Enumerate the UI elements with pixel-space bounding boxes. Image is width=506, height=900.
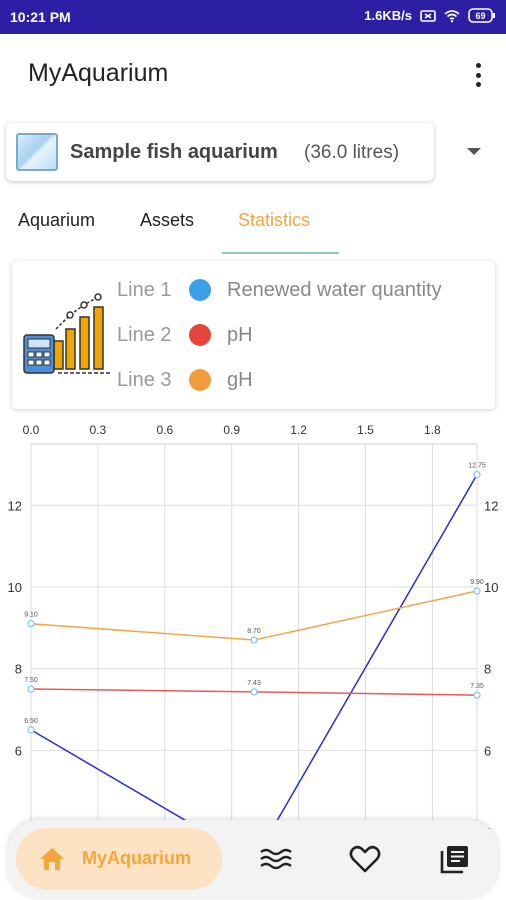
app-title: MyAquarium [28, 59, 169, 87]
legend-dot-icon [189, 324, 211, 346]
x-tick-label: 0.3 [90, 423, 107, 437]
menu-dot [475, 63, 481, 68]
statistics-chart-icon [23, 293, 110, 374]
data-label: 7.50 [24, 677, 38, 684]
aquarium-thumbnail-icon [16, 133, 58, 171]
home-icon [40, 848, 64, 870]
heart-icon[interactable] [348, 842, 382, 876]
data-point [27, 726, 35, 734]
legend-series-label: gH [227, 369, 253, 391]
data-point [473, 691, 481, 699]
legend-line-label: Line 2 [117, 324, 172, 346]
statistics-chart[interactable]: 0.00.30.60.91.21.51.8446688101012126.501… [0, 412, 506, 832]
nav-label-myaquarium: MyAquarium [82, 848, 192, 868]
legend-card: Line 1 Renewed water quantity Line 2 pH … [12, 261, 495, 409]
data-point [473, 587, 481, 595]
data-label: 9.90 [470, 579, 484, 586]
x-tick-label: 0.6 [156, 423, 173, 437]
battery-icon: 69 [468, 8, 495, 23]
data-label: 9.10 [24, 612, 38, 619]
aquarium-volume: (36.0 litres) [304, 142, 400, 163]
legend-series-label: Renewed water quantity [227, 279, 442, 301]
dropdown-arrow-icon[interactable] [467, 148, 481, 155]
x-tick-label: 1.5 [357, 423, 374, 437]
data-point [473, 471, 481, 479]
battery-level: 69 [475, 11, 485, 21]
sim-off-icon [420, 9, 436, 22]
menu-dot [475, 82, 481, 87]
y-tick-label-right: 12 [484, 498, 498, 513]
data-point [250, 636, 258, 644]
tab-aquarium[interactable]: Aquarium [18, 210, 96, 230]
x-tick-label: 0.0 [23, 423, 40, 437]
legend-line-label: Line 1 [117, 279, 172, 301]
x-tick-label: 1.2 [290, 423, 307, 437]
chart-svg: 0.00.30.60.91.21.51.8446688101012126.501… [8, 423, 498, 832]
data-point [27, 685, 35, 693]
bottom-nav: MyAquarium [8, 820, 498, 898]
wifi-icon [444, 9, 460, 22]
legend-line-label: Line 3 [117, 369, 172, 391]
y-tick-label-right: 6 [484, 743, 491, 758]
legend-series-label: pH [227, 324, 253, 346]
more-vert-icon[interactable] [466, 60, 490, 90]
y-tick-label-left: 12 [8, 498, 22, 513]
status-time: 10:21 PM [10, 9, 71, 25]
y-tick-label-left: 6 [15, 743, 22, 758]
data-label: 7.35 [470, 683, 484, 690]
data-label: 8.70 [247, 628, 261, 635]
x-tick-label: 1.8 [424, 423, 441, 437]
network-speed: 1.6KB/s [364, 8, 412, 23]
water-waves-icon[interactable] [258, 842, 292, 876]
y-tick-label-left: 10 [8, 580, 22, 595]
nav-item-myaquarium[interactable]: MyAquarium [16, 828, 222, 890]
data-label: 7.43 [247, 680, 261, 687]
status-bar: 10:21 PM 1.6KB/s 69 [0, 0, 506, 34]
series-line-1 [30, 474, 478, 832]
library-books-icon[interactable] [438, 842, 472, 876]
data-label: 12.75 [468, 463, 486, 470]
aquarium-selector[interactable]: Sample fish aquarium (36.0 litres) [6, 123, 434, 181]
aquarium-name: Sample fish aquarium [70, 141, 278, 163]
legend-dot-icon [189, 279, 211, 301]
app-bar: MyAquarium [0, 34, 506, 114]
tab-assets[interactable]: Assets [140, 210, 195, 230]
tab-statistics[interactable]: Statistics [238, 210, 311, 230]
menu-dot [475, 72, 481, 78]
x-tick-label: 0.9 [223, 423, 240, 437]
data-point [27, 620, 35, 628]
tab-bar: Aquarium Assets Statistics [0, 196, 506, 254]
status-right: 1.6KB/s 69 [364, 8, 496, 23]
legend-dot-icon [189, 369, 211, 391]
y-tick-label-left: 8 [15, 662, 22, 677]
tab-indicator [222, 252, 339, 254]
data-point [250, 688, 258, 696]
data-label: 6.50 [24, 718, 38, 725]
y-tick-label-right: 8 [484, 662, 491, 677]
y-tick-label-right: 10 [484, 580, 498, 595]
